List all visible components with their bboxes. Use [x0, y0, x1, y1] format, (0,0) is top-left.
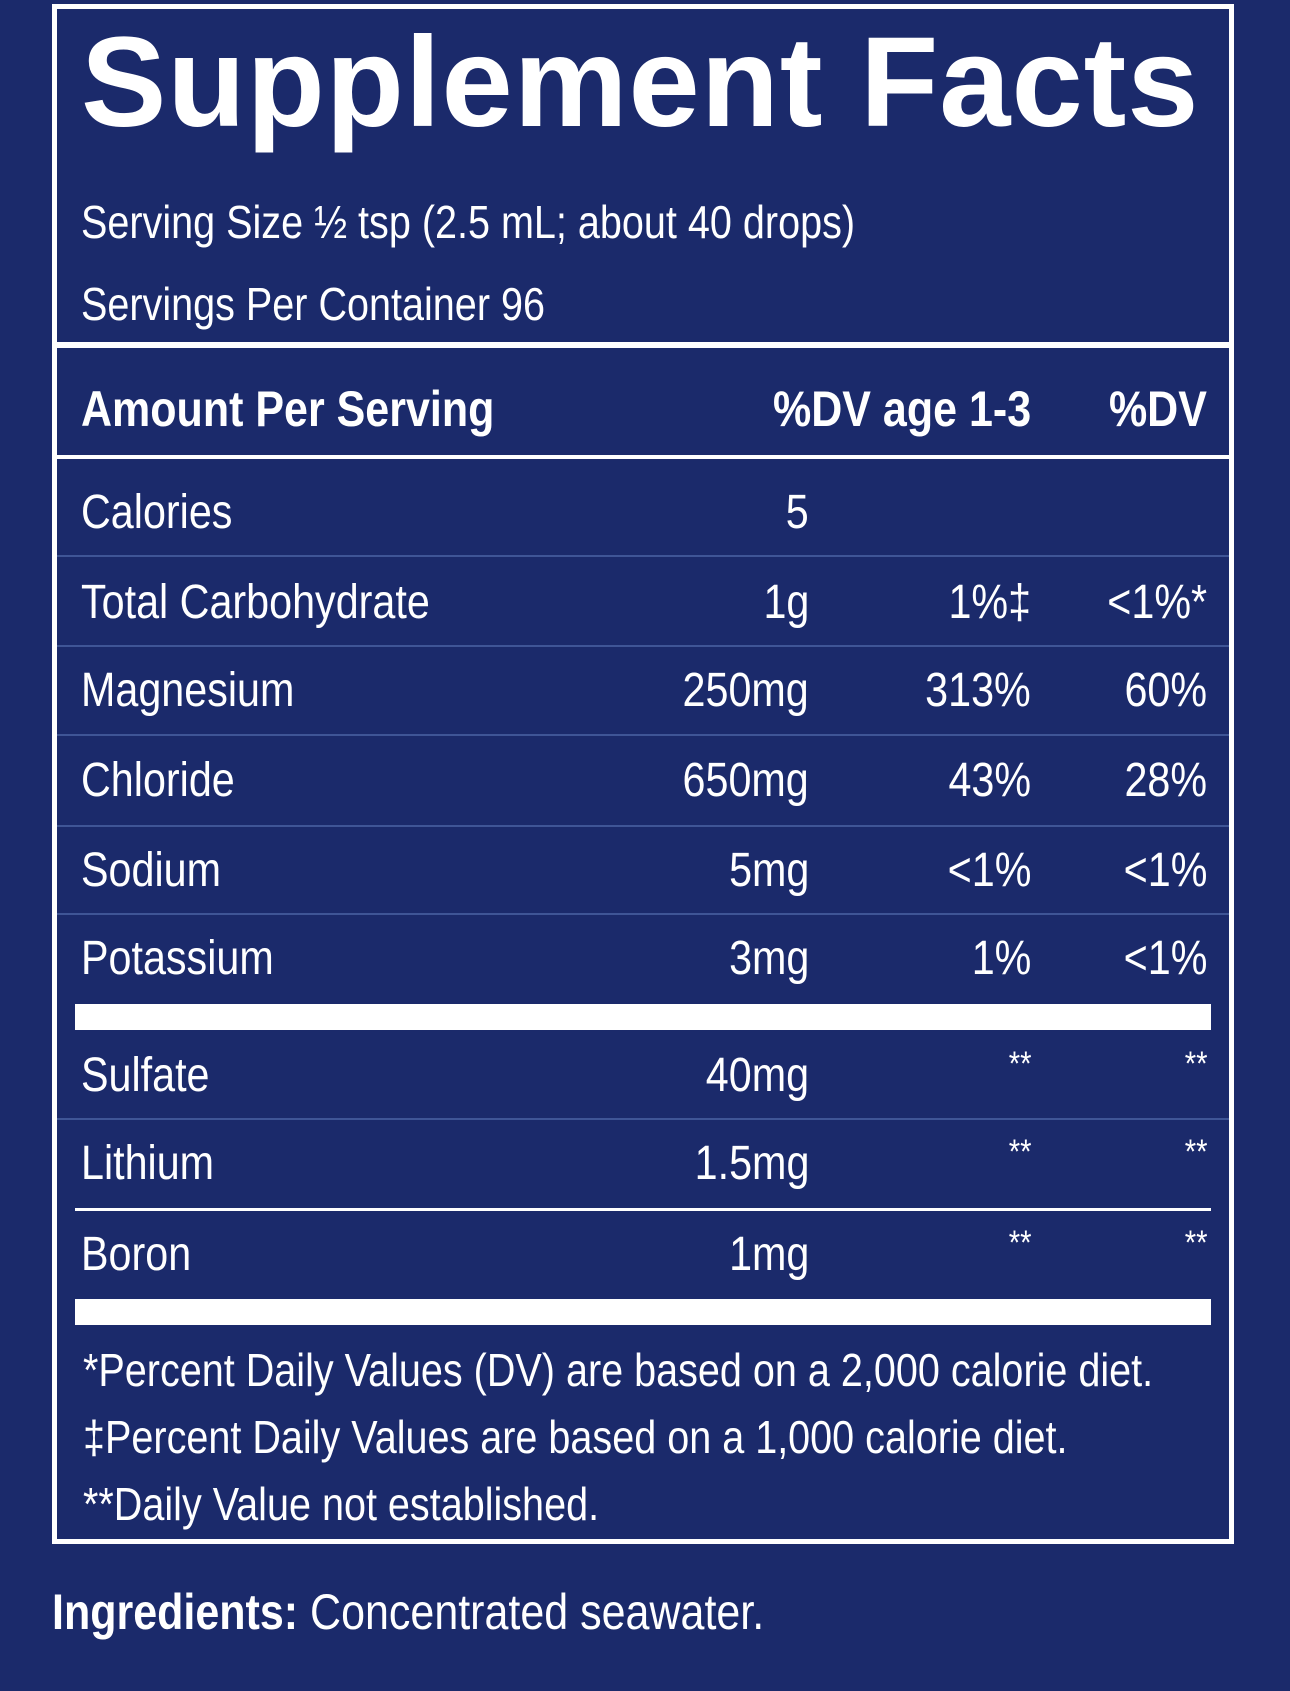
nutrient-dv-age: **	[1008, 1224, 1031, 1262]
serving-size: Serving Size ½ tsp (2.5 mL; about 40 dro…	[81, 196, 856, 248]
panel-title: Supplement Facts	[81, 11, 1200, 154]
nutrient-dv: 28%	[1124, 754, 1207, 807]
nutrient-amount: 1mg	[728, 1228, 809, 1281]
nutrient-amount: 1.5mg	[694, 1137, 809, 1190]
nutrient-dv-age: **	[1008, 1045, 1031, 1083]
nutrient-dv-age: 1%‡	[948, 576, 1031, 629]
nutrient-name: Lithium	[81, 1137, 215, 1190]
nutrient-name: Potassium	[81, 932, 274, 985]
nutrient-dv-age: 1%	[971, 932, 1031, 985]
divider-rule	[57, 455, 1229, 459]
nutrient-amount: 40mg	[705, 1049, 809, 1102]
servings-per-container: Servings Per Container 96	[81, 278, 545, 330]
nutrient-amount: 1g	[763, 576, 809, 629]
header-dv: %DV	[1109, 381, 1207, 437]
footnote: ‡Percent Daily Values are based on a 1,0…	[83, 1411, 1068, 1463]
ingredients-line: Ingredients: Concentrated seawater.	[52, 1587, 764, 1637]
header-dv-age: %DV age 1-3	[772, 381, 1031, 437]
divider-rule	[57, 342, 1229, 348]
row-divider	[57, 645, 1229, 647]
nutrient-dv: <1%*	[1107, 576, 1207, 629]
nutrient-name: Calories	[81, 486, 233, 539]
header-amount-per-serving: Amount Per Serving	[81, 381, 495, 437]
ingredients-label: Ingredients:	[52, 1584, 299, 1640]
row-divider	[57, 913, 1229, 915]
nutrient-name: Sulfate	[81, 1049, 210, 1102]
nutrient-dv: 60%	[1124, 664, 1207, 717]
nutrient-dv: **	[1184, 1133, 1207, 1171]
footnote: **Daily Value not established.	[83, 1478, 600, 1530]
nutrient-name: Chloride	[81, 754, 235, 807]
row-divider	[57, 825, 1229, 827]
nutrient-amount: 650mg	[682, 754, 809, 807]
nutrient-dv-age: 313%	[925, 664, 1031, 717]
thick-divider	[75, 1299, 1211, 1325]
nutrient-amount: 5mg	[728, 844, 809, 897]
nutrient-name: Magnesium	[81, 664, 295, 717]
nutrient-dv-age: 43%	[948, 754, 1031, 807]
nutrient-name: Boron	[81, 1228, 192, 1281]
nutrient-amount: 250mg	[682, 664, 809, 717]
footnote: *Percent Daily Values (DV) are based on …	[83, 1344, 1154, 1396]
row-divider	[57, 555, 1229, 557]
thick-divider	[75, 1004, 1211, 1030]
nutrient-dv: <1%	[1123, 932, 1207, 985]
nutrient-dv: **	[1184, 1224, 1207, 1262]
nutrient-name: Sodium	[81, 844, 221, 897]
row-divider	[57, 1118, 1229, 1120]
nutrient-dv-age: **	[1008, 1133, 1031, 1171]
ingredients-text: Concentrated seawater.	[298, 1584, 765, 1640]
supplement-facts-panel: Supplement Facts Serving Size ½ tsp (2.5…	[52, 4, 1234, 1544]
row-divider	[75, 1208, 1211, 1211]
nutrient-dv: <1%	[1123, 844, 1207, 897]
nutrient-dv-age: <1%	[947, 844, 1031, 897]
nutrient-amount: 5	[786, 486, 809, 539]
row-divider	[57, 734, 1229, 736]
nutrient-name: Total Carbohydrate	[81, 576, 430, 629]
nutrient-dv: **	[1184, 1045, 1207, 1083]
nutrient-amount: 3mg	[728, 932, 809, 985]
